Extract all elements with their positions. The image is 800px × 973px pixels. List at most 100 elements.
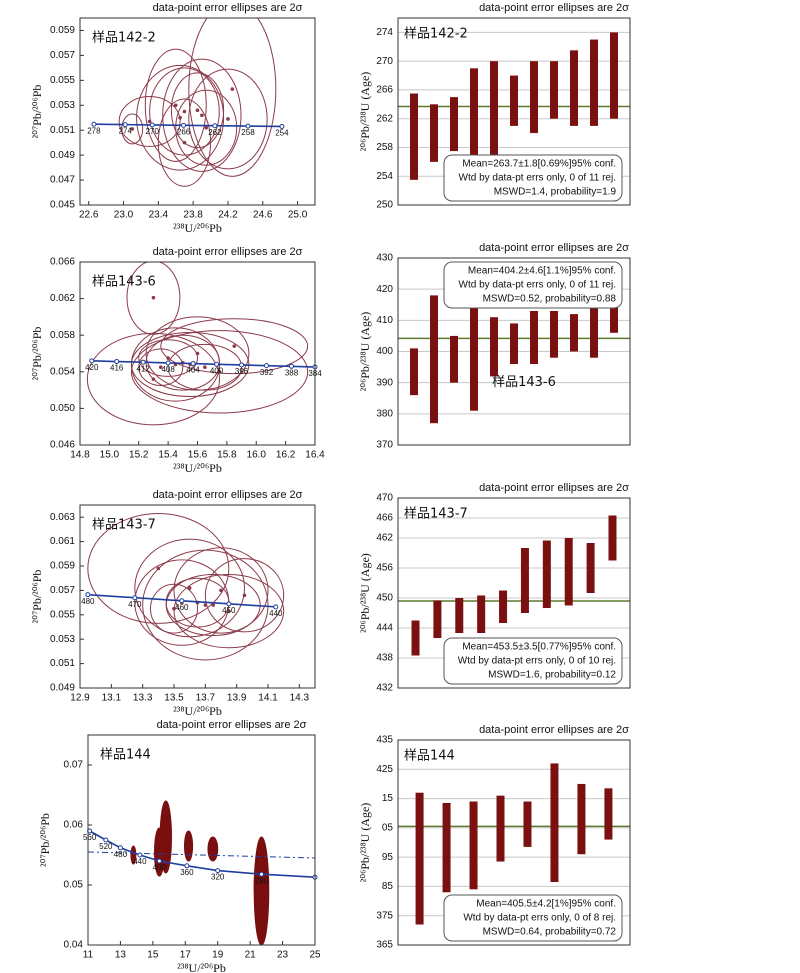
age-label: 460 — [175, 603, 189, 612]
y-tick-label: 0.05 — [64, 880, 84, 891]
y-tick-label: 266 — [376, 85, 393, 96]
y-axis-label: ²⁰⁷Pb/²⁰⁶Pb — [30, 85, 44, 139]
error-ellipse — [142, 549, 269, 661]
ellipse-center — [230, 87, 235, 91]
error-bar — [415, 792, 424, 925]
ellipse-center — [242, 593, 247, 598]
y-tick-label: 390 — [376, 377, 393, 388]
x-tick-label: 17 — [180, 950, 192, 961]
age-label: 278 — [87, 126, 101, 135]
y-tick-label: 450 — [376, 593, 393, 604]
error-ellipse — [136, 64, 225, 171]
ellipse-center — [204, 125, 209, 130]
annotation-box — [443, 154, 623, 202]
ellipse-center — [232, 344, 237, 348]
x-tick-label: 14.1 — [258, 693, 278, 704]
x-tick-label: 15.0 — [100, 450, 120, 461]
ellipse-center — [219, 588, 223, 593]
chart-title: data-point error ellipses are 2σ — [157, 719, 307, 731]
error-bar — [577, 783, 586, 855]
error-bar — [496, 795, 505, 862]
y-tick-label: 254 — [376, 171, 393, 182]
error-bar — [411, 620, 420, 656]
age-label: 480 — [114, 850, 128, 859]
ellipse-center — [226, 117, 230, 121]
ellipse-center — [182, 140, 187, 145]
error-bar — [530, 310, 538, 364]
y-tick-label: 0.053 — [50, 100, 75, 111]
error-ellipse — [188, 68, 268, 170]
error-ellipse — [157, 98, 212, 187]
x-tick-label: 24.2 — [218, 210, 238, 221]
sample-label: 样品143-7 — [404, 507, 468, 522]
ellipse-center — [166, 356, 170, 360]
ellipse-center — [195, 108, 200, 113]
x-tick-label: 15.4 — [158, 450, 178, 461]
y-tick-label: 15 — [382, 793, 394, 804]
annotation-box — [443, 894, 623, 942]
chart-title: data-point error ellipses are 2σ — [153, 489, 303, 501]
y-tick-label: 85 — [382, 881, 394, 892]
error-bar — [470, 68, 478, 155]
x-tick-label: 23.0 — [114, 210, 134, 221]
y-tick-label: 425 — [376, 764, 393, 775]
error-bar — [542, 540, 551, 608]
age-label: 470 — [128, 600, 142, 609]
error-bar — [450, 97, 458, 152]
age-label: 400 — [210, 366, 224, 375]
y-tick-label: 444 — [376, 623, 393, 634]
concordia-point — [114, 359, 120, 365]
annotation-line: Mean=453.5±3.5[0.77%]95% conf. — [462, 642, 616, 653]
x-tick-label: 23.8 — [183, 210, 203, 221]
concordia-point — [289, 363, 294, 369]
y-axis-label: ²⁰⁶Pb/²³⁸U (Age) — [358, 312, 372, 392]
y-tick-label: 0.051 — [50, 658, 75, 669]
sample-label: 样品144 — [404, 749, 455, 764]
age-label: 404 — [186, 366, 200, 375]
chart-title: data-point error ellipses are 2σ — [479, 482, 629, 494]
concordia-point — [184, 863, 190, 869]
age-label: 396 — [235, 367, 249, 376]
annotation-line: Wtd by data-pt errs only, 0 of 10 rej. — [458, 656, 616, 667]
x-tick-label: 16.2 — [276, 450, 296, 461]
annotation-box — [443, 261, 623, 309]
x-tick-label: 25.0 — [288, 210, 308, 221]
age-label: 408 — [161, 365, 175, 374]
error-bar — [477, 595, 486, 633]
error-bar — [550, 310, 558, 358]
error-bar — [608, 515, 617, 561]
age-label: 392 — [260, 368, 274, 377]
concordia-point — [165, 360, 171, 366]
error-bar — [570, 50, 578, 126]
error-ellipse — [121, 113, 144, 145]
error-bar — [499, 590, 508, 623]
x-tick-label: 22.6 — [79, 210, 99, 221]
age-label: 560 — [83, 833, 97, 842]
error-ellipse — [183, 830, 194, 862]
concordia-point — [212, 123, 218, 129]
sample-label: 样品143-6 — [92, 275, 156, 290]
x-tick-label: 13.1 — [102, 693, 122, 704]
y-tick-label: 250 — [376, 200, 393, 211]
y-tick-label: 0.049 — [50, 683, 75, 694]
error-ellipse — [165, 574, 261, 637]
error-bar — [590, 39, 598, 126]
age-label: 254 — [275, 129, 289, 138]
error-ellipse — [173, 574, 285, 649]
error-ellipse — [253, 854, 267, 916]
y-tick-label: 375 — [376, 910, 393, 921]
y-tick-label: 0.062 — [50, 293, 75, 304]
error-bar — [564, 538, 573, 606]
x-tick-label: 19 — [212, 950, 224, 961]
y-tick-label: 380 — [376, 408, 393, 419]
concordia-point — [181, 122, 187, 128]
y-tick-label: 0.066 — [50, 257, 75, 268]
error-bar — [604, 788, 613, 840]
y-tick-label: 365 — [376, 940, 393, 951]
y-tick-label: 432 — [376, 683, 393, 694]
error-bar — [430, 295, 438, 424]
concordia-point — [273, 604, 279, 610]
plot-frame — [79, 504, 316, 689]
age-label: 274 — [119, 127, 133, 136]
